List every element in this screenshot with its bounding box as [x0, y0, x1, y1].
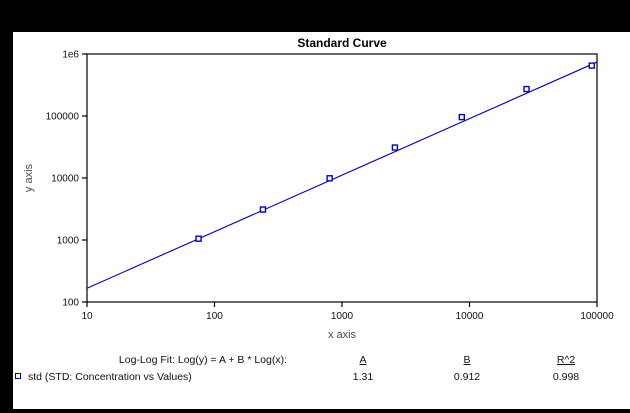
data-point-marker: [391, 144, 399, 151]
data-point-marker: [523, 85, 530, 93]
y-tick-label: 1000: [57, 236, 80, 247]
x-tick-label: 100: [206, 311, 223, 322]
x-tick-label: 100000: [580, 311, 614, 322]
fit-value-r2: 0.998: [552, 371, 580, 383]
data-point-marker: [588, 62, 595, 69]
x-tick-label: 10: [81, 311, 93, 322]
fit-header-r2: R^2: [556, 354, 576, 366]
x-tick-label: 10000: [456, 311, 484, 322]
fit-header-b: B: [463, 354, 471, 366]
y-axis-label: y axis: [23, 163, 35, 193]
data-point-marker: [259, 206, 267, 213]
fit-header-a: A: [359, 354, 367, 366]
legend-series-marker-icon: [15, 373, 21, 379]
y-tick-label: 100000: [46, 112, 80, 123]
plot-area: 10 100 1000 10000 1000001001000100001000001e…: [46, 50, 614, 323]
fit-value-a: 1.31: [352, 371, 374, 383]
chart-canvas: Standard Curve 10 100 1000 10000 100000 100 10…: [13, 32, 630, 409]
x-axis-label: x axis: [327, 329, 357, 341]
fit-equation-label: Log-Log Fit: Log(y) = A + B * Log(x):: [118, 354, 287, 366]
data-point-marker: [195, 235, 202, 242]
chart-title: Standard Curve: [297, 36, 387, 50]
plot-border: [86, 53, 598, 303]
y-tick-label: 100: [62, 298, 79, 309]
fit-line: [86, 61, 598, 289]
legend-series-label: std (STD: Concentration vs Values): [28, 371, 192, 383]
y-tick-label: 10000: [51, 174, 79, 185]
y-tick-label: 1e6: [62, 50, 79, 61]
fit-value-b: 0.912: [453, 371, 481, 383]
data-point-marker: [326, 175, 333, 182]
x-tick-label: 1000: [331, 311, 354, 322]
data-point-marker: [458, 113, 465, 121]
